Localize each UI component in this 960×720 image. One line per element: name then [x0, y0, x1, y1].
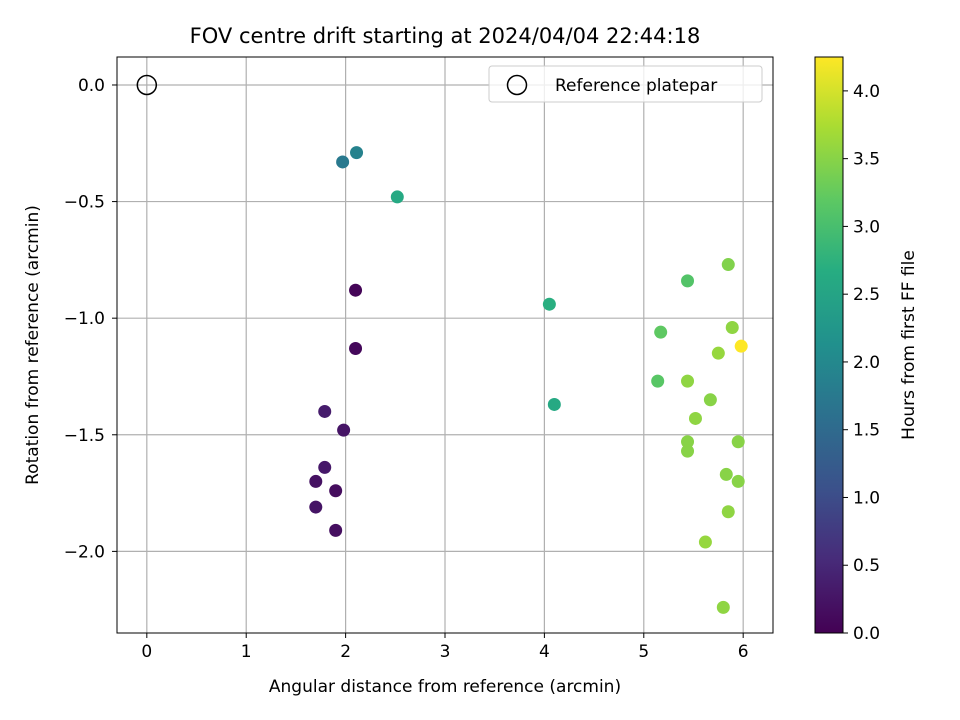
data-point: [651, 374, 665, 388]
colorbar-label: Hours from first FF file: [899, 250, 919, 440]
data-point: [719, 467, 733, 481]
data-point: [309, 500, 323, 514]
data-point: [716, 600, 730, 614]
x-tick-label: 3: [440, 642, 451, 662]
data-point: [318, 404, 332, 418]
data-points: [309, 146, 748, 614]
y-tick-label: −1.0: [64, 309, 105, 329]
data-point: [681, 435, 695, 449]
y-axis-ticks: 0.0 −0.5 −1.0 −1.5 −2.0: [64, 76, 117, 562]
y-tick-label: −2.0: [64, 542, 105, 562]
data-point: [681, 374, 695, 388]
colorbar-tick-label: 3.0: [853, 217, 880, 237]
data-point: [703, 393, 717, 407]
y-tick-label: −0.5: [64, 193, 105, 213]
y-axis-label: Rotation from reference (arcmin): [23, 205, 43, 485]
data-point: [329, 484, 343, 498]
data-point: [329, 523, 343, 537]
data-point: [698, 535, 712, 549]
data-point: [547, 397, 561, 411]
data-point: [681, 274, 695, 288]
grid-lines: [117, 57, 773, 633]
colorbar-frame: [814, 56, 844, 634]
y-tick-label: −1.5: [64, 426, 105, 446]
colorbar-tick-label: 1.0: [853, 488, 880, 508]
reference-platepar-marker: [136, 74, 158, 96]
x-axis-ticks: 0 1 2 3 4 5 6: [141, 633, 749, 662]
x-tick-label: 5: [638, 642, 649, 662]
data-point: [731, 474, 745, 488]
legend-box: [488, 65, 763, 103]
data-point: [688, 411, 702, 425]
data-point: [349, 283, 363, 297]
legend: Reference platepar: [488, 65, 763, 103]
data-point: [654, 325, 668, 339]
x-tick-label: 6: [738, 642, 749, 662]
y-tick-label: 0.0: [78, 76, 105, 96]
colorbar: [815, 57, 843, 633]
data-point: [337, 423, 351, 437]
data-point: [390, 190, 404, 204]
colorbar-ticks: 0.0 0.5 1.0 1.5 2.0 2.5 3.0 3.5 4.0: [843, 82, 880, 644]
colorbar-tick-label: 4.0: [853, 82, 880, 102]
data-point: [681, 444, 695, 458]
x-tick-label: 4: [539, 642, 550, 662]
data-point: [350, 146, 364, 160]
x-tick-label: 2: [340, 642, 351, 662]
data-point: [309, 474, 323, 488]
data-point: [349, 341, 363, 355]
reference-marker-layer: [136, 74, 158, 96]
colorbar-tick-label: 0.5: [853, 556, 880, 576]
data-point: [711, 346, 725, 360]
x-axis-label: Angular distance from reference (arcmin): [269, 677, 621, 697]
legend-label: Reference platepar: [555, 76, 717, 96]
data-point: [721, 505, 735, 519]
colorbar-tick-label: 2.5: [853, 285, 880, 305]
colorbar-tick-label: 3.5: [853, 150, 880, 170]
legend-open-circle-marker: [506, 74, 528, 96]
data-point: [542, 297, 556, 311]
data-point: [725, 321, 739, 335]
colorbar-tick-label: 0.0: [853, 624, 880, 644]
data-point: [734, 339, 748, 353]
x-tick-label: 0: [141, 642, 152, 662]
data-point: [336, 155, 350, 169]
x-tick-label: 1: [241, 642, 252, 662]
colorbar-tick-label: 1.5: [853, 421, 880, 441]
data-point: [318, 460, 332, 474]
data-point: [731, 435, 745, 449]
chart-title: FOV centre drift starting at 2024/04/04 …: [190, 24, 701, 48]
data-point: [721, 258, 735, 272]
colorbar-tick-label: 2.0: [853, 353, 880, 373]
